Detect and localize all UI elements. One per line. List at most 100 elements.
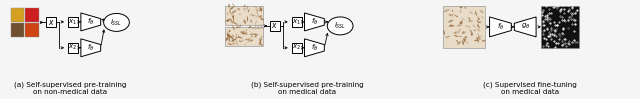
Bar [11, 23, 24, 37]
Ellipse shape [474, 30, 476, 31]
Ellipse shape [232, 35, 234, 37]
Ellipse shape [442, 9, 447, 13]
Ellipse shape [259, 38, 261, 42]
Ellipse shape [465, 7, 466, 9]
Ellipse shape [255, 35, 257, 37]
Ellipse shape [227, 12, 228, 16]
Ellipse shape [247, 16, 248, 22]
Text: $x$: $x$ [48, 18, 54, 27]
Ellipse shape [259, 40, 261, 44]
Ellipse shape [232, 26, 235, 30]
Ellipse shape [232, 39, 236, 41]
Ellipse shape [460, 22, 463, 24]
Ellipse shape [228, 43, 232, 45]
Ellipse shape [244, 20, 246, 24]
Ellipse shape [459, 36, 462, 37]
Text: $g_\theta$: $g_\theta$ [520, 22, 530, 31]
Ellipse shape [228, 30, 230, 32]
Text: $x$: $x$ [271, 21, 278, 30]
Ellipse shape [226, 36, 228, 41]
Ellipse shape [454, 14, 458, 17]
Ellipse shape [260, 39, 262, 41]
Ellipse shape [256, 28, 261, 29]
Ellipse shape [250, 34, 252, 35]
Ellipse shape [244, 43, 246, 46]
Ellipse shape [240, 31, 244, 33]
Ellipse shape [246, 38, 251, 40]
Ellipse shape [478, 36, 479, 38]
Ellipse shape [257, 14, 259, 18]
Ellipse shape [462, 41, 464, 45]
Ellipse shape [453, 31, 458, 34]
Ellipse shape [460, 20, 463, 24]
Ellipse shape [259, 9, 262, 11]
Ellipse shape [260, 17, 264, 21]
Ellipse shape [464, 36, 467, 38]
Ellipse shape [454, 35, 458, 37]
Text: $x_1$: $x_1$ [292, 17, 301, 27]
Ellipse shape [259, 42, 262, 46]
Ellipse shape [444, 30, 445, 35]
Ellipse shape [462, 38, 464, 42]
Ellipse shape [255, 20, 257, 25]
Ellipse shape [239, 40, 242, 42]
Polygon shape [305, 13, 324, 31]
Ellipse shape [229, 18, 232, 21]
Ellipse shape [234, 22, 238, 25]
Polygon shape [81, 39, 100, 57]
Ellipse shape [456, 15, 458, 17]
Ellipse shape [258, 43, 263, 46]
Ellipse shape [250, 14, 252, 15]
Ellipse shape [227, 32, 229, 37]
Ellipse shape [469, 11, 473, 14]
Ellipse shape [244, 31, 248, 34]
Ellipse shape [234, 43, 236, 44]
Text: $f_\theta$: $f_\theta$ [87, 17, 95, 27]
Ellipse shape [458, 28, 461, 33]
Ellipse shape [475, 11, 477, 16]
Ellipse shape [255, 33, 257, 38]
Polygon shape [305, 39, 324, 57]
Ellipse shape [246, 6, 248, 10]
Ellipse shape [474, 13, 476, 14]
Ellipse shape [226, 38, 228, 40]
Ellipse shape [449, 25, 454, 27]
Ellipse shape [258, 25, 259, 28]
Bar [26, 8, 39, 22]
Ellipse shape [251, 40, 253, 41]
Text: $x_1$: $x_1$ [68, 17, 77, 27]
Ellipse shape [229, 19, 231, 21]
Text: (a) Self-supervised pre-training
on non-medical data: (a) Self-supervised pre-training on non-… [13, 82, 126, 95]
Ellipse shape [468, 20, 473, 22]
Ellipse shape [258, 8, 262, 10]
Ellipse shape [457, 41, 461, 45]
Ellipse shape [477, 21, 481, 23]
Ellipse shape [230, 21, 236, 24]
Ellipse shape [236, 41, 238, 46]
Text: $x_2$: $x_2$ [68, 43, 77, 52]
Ellipse shape [230, 7, 234, 10]
Ellipse shape [460, 6, 462, 8]
Ellipse shape [260, 35, 262, 38]
Ellipse shape [236, 33, 237, 38]
Ellipse shape [229, 10, 231, 14]
Ellipse shape [239, 14, 241, 15]
Bar [225, 6, 263, 25]
Ellipse shape [457, 25, 462, 26]
Ellipse shape [235, 37, 237, 42]
Bar [443, 6, 484, 48]
Ellipse shape [455, 32, 456, 34]
Text: $l_{SSL}$: $l_{SSL}$ [111, 17, 122, 28]
Text: (c) Supervised fine-tuning
on medical data: (c) Supervised fine-tuning on medical da… [483, 82, 577, 95]
Ellipse shape [244, 39, 247, 40]
Ellipse shape [228, 38, 230, 42]
Ellipse shape [229, 34, 230, 38]
Ellipse shape [259, 15, 262, 17]
Ellipse shape [479, 29, 480, 31]
Text: $x_2$: $x_2$ [292, 43, 301, 52]
Ellipse shape [463, 31, 466, 34]
Text: $f_\theta$: $f_\theta$ [311, 17, 318, 27]
Ellipse shape [236, 37, 239, 39]
Ellipse shape [254, 15, 257, 18]
Ellipse shape [237, 36, 242, 38]
